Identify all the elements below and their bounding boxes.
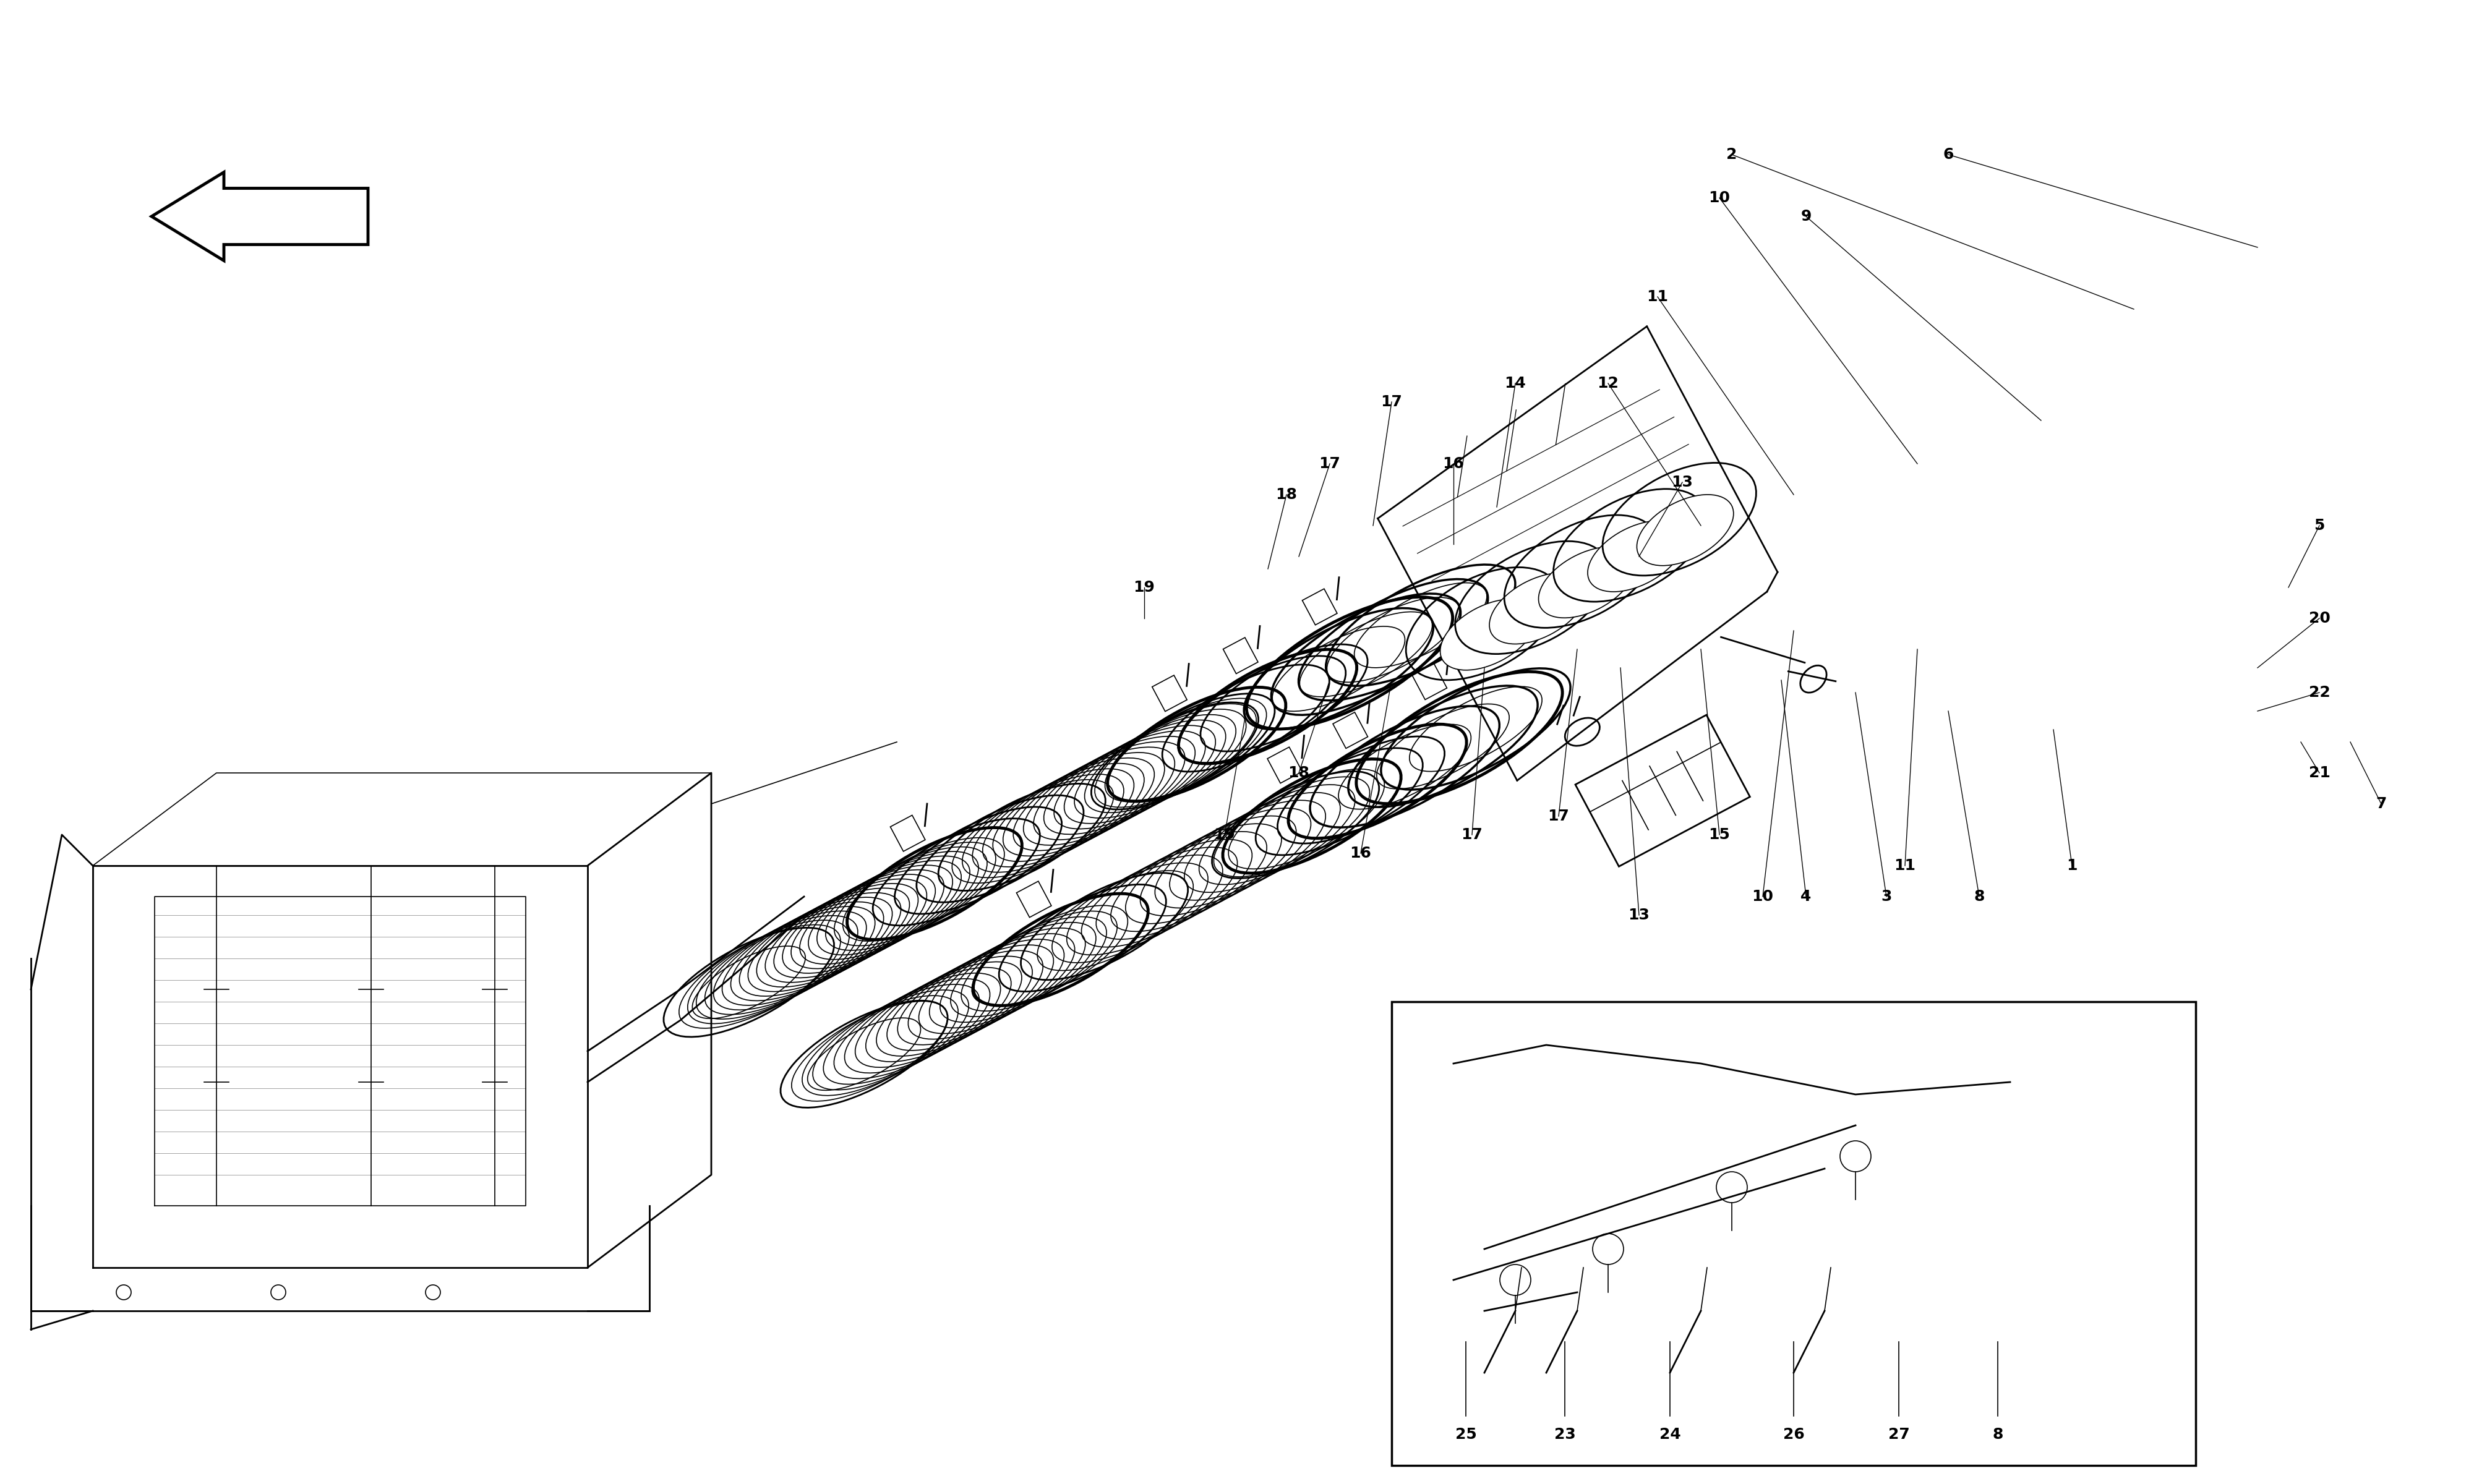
Text: 22: 22	[2308, 686, 2331, 700]
Text: 20: 20	[2308, 611, 2331, 626]
Text: 18: 18	[1277, 487, 1296, 502]
Ellipse shape	[1638, 494, 1734, 565]
Text: 8: 8	[1974, 889, 1984, 904]
Text: 19: 19	[1133, 580, 1155, 595]
Text: 26: 26	[1784, 1428, 1804, 1442]
Ellipse shape	[1539, 548, 1635, 617]
Text: 24: 24	[1660, 1428, 1680, 1442]
Text: 27: 27	[1888, 1428, 1910, 1442]
Text: 13: 13	[1628, 908, 1650, 923]
Ellipse shape	[1440, 600, 1536, 671]
Text: 17: 17	[1380, 395, 1403, 410]
Text: 23: 23	[1554, 1428, 1576, 1442]
Text: 1: 1	[2066, 858, 2078, 873]
Text: 10: 10	[1710, 190, 1729, 205]
Text: 16: 16	[1442, 457, 1465, 472]
Text: 15: 15	[1710, 828, 1729, 841]
Text: 12: 12	[1598, 375, 1618, 390]
Text: 17: 17	[1462, 828, 1482, 841]
Text: 2: 2	[1727, 147, 1737, 162]
Text: 13: 13	[1672, 475, 1692, 490]
Ellipse shape	[1489, 573, 1586, 644]
Text: 8: 8	[1992, 1428, 2004, 1442]
Bar	[1390, 1002, 2197, 1466]
Text: 6: 6	[1942, 147, 1954, 162]
Text: 4: 4	[1801, 889, 1811, 904]
Text: 9: 9	[1801, 209, 1811, 224]
Text: 11: 11	[1895, 858, 1915, 873]
Text: 10: 10	[1752, 889, 1774, 904]
Text: 25: 25	[1455, 1428, 1477, 1442]
Text: 17: 17	[1319, 457, 1341, 472]
Ellipse shape	[1588, 521, 1685, 592]
Text: 18: 18	[1289, 766, 1309, 781]
Text: 17: 17	[1549, 809, 1569, 824]
Text: 14: 14	[1504, 375, 1526, 390]
Text: 11: 11	[1648, 289, 1667, 304]
Text: 7: 7	[2375, 797, 2387, 812]
Text: 21: 21	[2308, 766, 2331, 781]
Text: 16: 16	[1351, 846, 1371, 861]
Text: 5: 5	[2313, 518, 2326, 533]
Text: 3: 3	[1880, 889, 1893, 904]
Text: 19: 19	[1215, 828, 1235, 841]
